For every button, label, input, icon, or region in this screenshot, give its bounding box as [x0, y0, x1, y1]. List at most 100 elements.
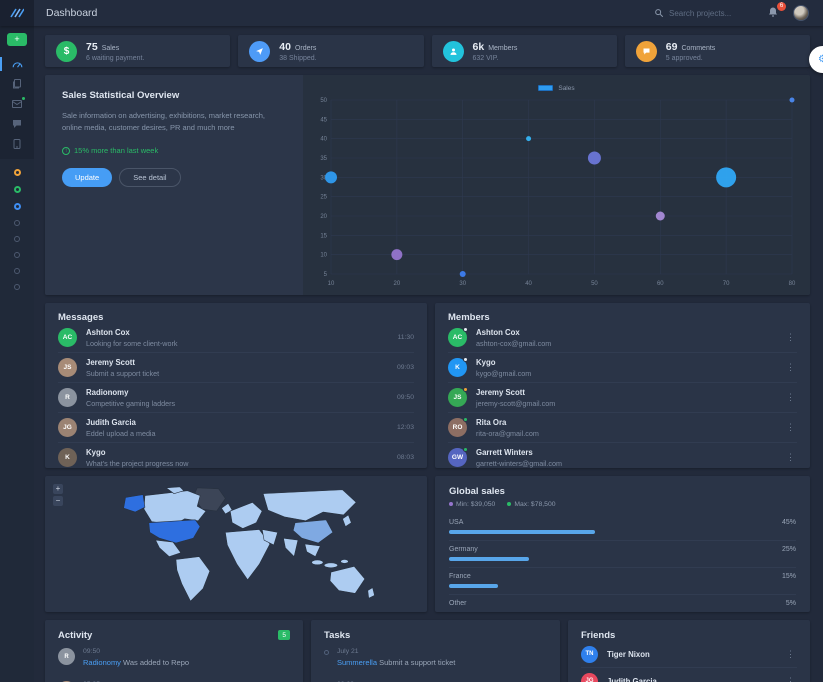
svg-text:15: 15: [320, 233, 327, 239]
legend-label: Sales: [558, 84, 575, 92]
sidebar-item-contacts[interactable]: [0, 135, 34, 153]
activity-panel: 5 Activity R 09:50 Radionomy Was added t…: [45, 620, 303, 682]
overview-buttons: Update See detail: [62, 168, 286, 188]
project-dot-gray-4[interactable]: [14, 268, 20, 274]
search-input[interactable]: [669, 8, 755, 18]
sidebar-item-pages[interactable]: [0, 75, 34, 93]
sales-chart-area: Sales 5 10 15 20 25 30 35 40 45 50 10 20 30 40 50 60 70 8…: [303, 75, 810, 295]
avatar: K: [58, 448, 77, 467]
kebab-menu-icon[interactable]: ⋮: [786, 422, 795, 432]
message-sender: Judith Garcia: [86, 417, 136, 427]
avatar: GW: [448, 447, 468, 467]
avatar-initials: GW: [451, 454, 464, 461]
kebab-menu-icon[interactable]: ⋮: [786, 452, 795, 462]
stat-label: Orders: [294, 44, 317, 52]
see-detail-button[interactable]: See detail: [119, 168, 181, 188]
trend-up-icon: ↑: [62, 146, 70, 155]
member-email: rita-ora@gmail.com: [476, 428, 539, 438]
member-row[interactable]: RO Rita Ora rita-ora@gmail.com ⋮: [448, 413, 797, 443]
person-icon: [442, 40, 464, 62]
message-text: Looking for some client-work: [86, 338, 178, 348]
project-dot-gray-1[interactable]: [14, 220, 20, 226]
avatar: JS: [448, 387, 468, 407]
message-row[interactable]: JG Judith Garcia Eddel upload a media 12…: [58, 413, 414, 443]
task-date: July 21: [337, 648, 359, 655]
message-row[interactable]: R Radionomy Competitive gaming ladders 0…: [58, 383, 414, 413]
friend-name: Judith Garcia: [607, 676, 657, 682]
comment-icon: [635, 40, 657, 62]
country-label: USA: [449, 519, 464, 526]
stat-value: 6k: [472, 40, 485, 53]
project-dot-gray-2[interactable]: [14, 236, 20, 242]
project-dot-orange[interactable]: [13, 169, 21, 176]
member-email: garrett-winters@gmail.com: [476, 458, 562, 468]
avatar: TN: [581, 645, 598, 663]
world-map[interactable]: [51, 482, 421, 606]
message-row[interactable]: K Kygo What's the project progress now 0…: [58, 443, 414, 472]
avatar-initials: TN: [585, 651, 594, 657]
activity-item[interactable]: R 09:50 Radionomy Was added to Repo: [58, 641, 290, 674]
activity-count-badge: 5: [278, 630, 290, 640]
project-dot-blue[interactable]: [13, 203, 21, 210]
member-row[interactable]: AC Ashton Cox ashton-cox@gmail.com ⋮: [448, 323, 797, 353]
kebab-menu-icon[interactable]: ⋮: [786, 675, 795, 682]
svg-text:40: 40: [320, 137, 327, 143]
project-dot-green[interactable]: [13, 186, 21, 193]
add-button[interactable]: +: [7, 33, 27, 46]
sidebar-item-mail[interactable]: [0, 95, 34, 113]
bell-icon: [769, 7, 777, 17]
project-dot-gray-5[interactable]: [14, 284, 20, 290]
app-logo[interactable]: [0, 0, 34, 26]
kebab-menu-icon[interactable]: ⋮: [786, 392, 795, 402]
stat-label: Sales: [101, 44, 120, 52]
logo-stripes-icon: [10, 8, 24, 18]
kebab-menu-icon[interactable]: ⋮: [786, 362, 795, 372]
project-dot-gray-3[interactable]: [14, 252, 20, 258]
search-icon[interactable]: [654, 8, 664, 18]
status-dot: [463, 357, 468, 362]
sidebar-item-chat[interactable]: [0, 115, 34, 133]
svg-text:25: 25: [320, 195, 327, 201]
friend-row[interactable]: TN Tiger Nixon ⋮: [581, 641, 797, 668]
stat-value: 40: [279, 40, 291, 53]
message-text: What's the project progress now: [86, 458, 189, 468]
country-label: Germany: [449, 546, 478, 553]
task-item[interactable]: 09:03: [324, 674, 547, 682]
avatar-initials: JG: [63, 424, 72, 431]
member-row[interactable]: K Kygo kygo@gmail.com ⋮: [448, 353, 797, 383]
stat-card-members: 6k Members 632 VIP.: [431, 35, 617, 67]
zoom-in-button[interactable]: +: [53, 484, 63, 494]
member-name: Kygo: [476, 357, 496, 367]
kebab-menu-icon[interactable]: ⋮: [786, 332, 795, 342]
message-sender: Radionomy: [86, 387, 129, 397]
activity-text: Radionomy Was added to Repo: [83, 658, 190, 667]
avatar: JS: [58, 358, 77, 377]
message-row[interactable]: AC Ashton Cox Looking for some client-wo…: [58, 323, 414, 353]
min-dot: [449, 502, 453, 506]
friend-row[interactable]: JG Judith Garcia ⋮: [581, 668, 797, 682]
svg-text:40: 40: [525, 281, 532, 287]
update-button[interactable]: Update: [62, 168, 113, 188]
bar-track: [449, 584, 796, 588]
sidebar-item-dashboard[interactable]: [0, 55, 34, 73]
settings-fab[interactable]: ⚙: [809, 46, 823, 73]
message-row[interactable]: JS Jeremy Scott Submit a support ticket …: [58, 353, 414, 383]
member-row[interactable]: GW Garrett Winters garrett-winters@gmail…: [448, 443, 797, 472]
activity-item[interactable]: J 05:35: [58, 674, 290, 682]
kebab-menu-icon[interactable]: ⋮: [786, 648, 795, 659]
messages-title: Messages: [58, 312, 104, 323]
svg-text:70: 70: [723, 281, 730, 287]
member-row[interactable]: JS Jeremy Scott jeremy-scott@gmail.com ⋮: [448, 383, 797, 413]
svg-text:35: 35: [320, 156, 327, 162]
user-avatar[interactable]: [793, 5, 809, 21]
message-time: 08:03: [396, 454, 414, 461]
notifications-button[interactable]: 6: [767, 2, 786, 20]
svg-text:10: 10: [320, 253, 327, 259]
task-item[interactable]: July 21 Summerella Submit a support tick…: [324, 641, 547, 674]
zoom-out-button[interactable]: −: [53, 496, 63, 506]
svg-text:50: 50: [320, 98, 327, 104]
activity-actor[interactable]: Radionomy: [83, 658, 121, 667]
task-actor[interactable]: Summerella: [337, 658, 378, 667]
message-text: Eddel upload a media: [86, 428, 156, 438]
